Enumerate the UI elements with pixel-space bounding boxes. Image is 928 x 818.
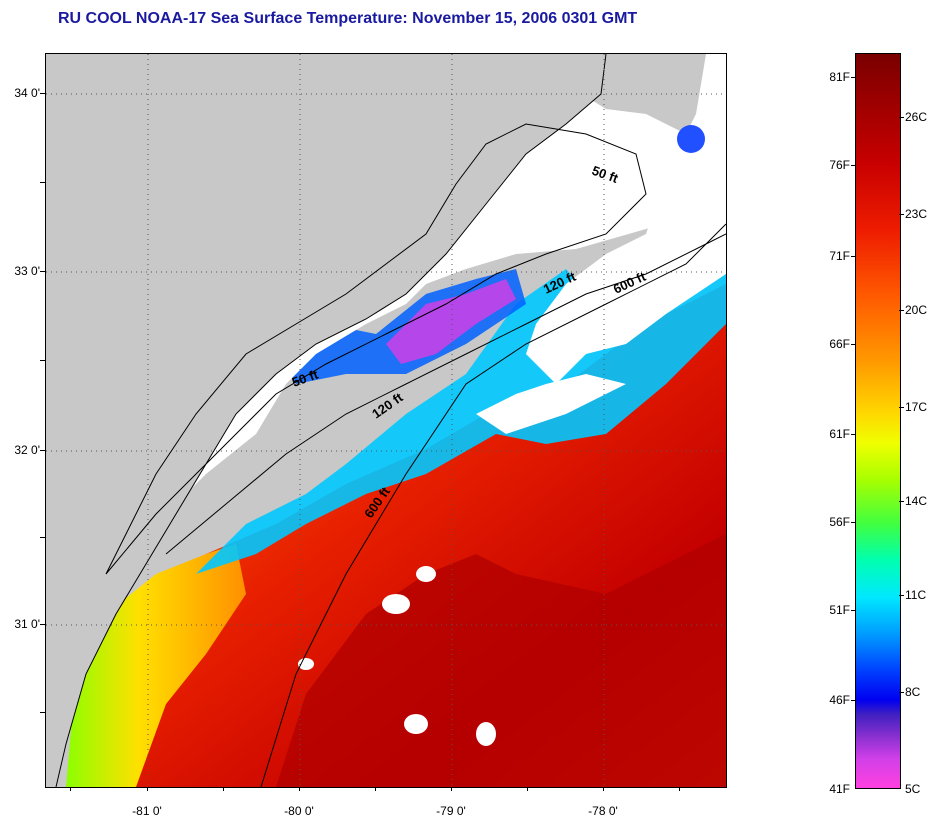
colorbar-tick bbox=[899, 407, 904, 408]
graticule bbox=[46, 54, 726, 787]
lon-tick bbox=[70, 786, 71, 791]
colorbar-tick bbox=[899, 310, 904, 311]
temperature-colorbar bbox=[855, 53, 901, 789]
colorbar-tick bbox=[851, 434, 855, 435]
lat-label-34: 34 0' bbox=[14, 86, 40, 100]
land-mass bbox=[46, 54, 606, 787]
colorbar-f-61: 61F bbox=[829, 427, 850, 441]
lon-label-79: -79 0' bbox=[436, 804, 466, 818]
colorbar-tick bbox=[899, 692, 904, 693]
colorbar-c-17: 17C bbox=[905, 400, 928, 414]
colorbar-c-8: 8C bbox=[905, 685, 921, 699]
colorbar-tick bbox=[851, 344, 855, 345]
lat-tick bbox=[40, 537, 45, 538]
cloud-offshore bbox=[526, 54, 726, 384]
colorbar-c-11: 11C bbox=[905, 588, 927, 602]
colorbar-c-14: 14C bbox=[905, 494, 928, 508]
colorbar-tick bbox=[899, 117, 904, 118]
sst-map-canvas: 50 ft 120 ft 600 ft 50 ft 120 ft 600 ft bbox=[46, 54, 726, 787]
colorbar-f-81: 81F bbox=[829, 70, 850, 84]
cloud-patch bbox=[476, 722, 496, 746]
lat-label-31: 31 0' bbox=[14, 617, 40, 631]
lat-tick bbox=[40, 450, 45, 451]
colorbar-tick bbox=[851, 256, 855, 257]
colorbar-c-20: 20C bbox=[905, 303, 928, 317]
colorbar-tick bbox=[899, 595, 904, 596]
isobath-120ft bbox=[165, 233, 726, 555]
lat-label-32: 32 0' bbox=[14, 443, 40, 457]
contour-label-120ft: 120 ft bbox=[369, 389, 406, 421]
colorbar-f-46: 46F bbox=[829, 693, 850, 707]
sst-map: 50 ft 120 ft 600 ft 50 ft 120 ft 600 ft bbox=[45, 53, 727, 788]
lat-tick bbox=[40, 360, 45, 361]
colorbar-tick bbox=[851, 522, 855, 523]
colorbar-tick bbox=[851, 700, 855, 701]
cold-front-magenta bbox=[386, 279, 516, 364]
lon-label-78: -78 0' bbox=[588, 804, 618, 818]
colorbar-tick bbox=[851, 77, 855, 78]
cloud-patch bbox=[404, 714, 428, 734]
colorbar-tick bbox=[899, 501, 904, 502]
colorbar-c-23: 23C bbox=[905, 207, 928, 221]
coastline bbox=[55, 54, 607, 787]
lat-tick bbox=[40, 182, 45, 183]
cloud-mask bbox=[126, 84, 706, 574]
lon-label-80: -80 0' bbox=[284, 804, 314, 818]
lat-label-33: 33 0' bbox=[14, 264, 40, 278]
colorbar-f-51: 51F bbox=[829, 603, 850, 617]
colorbar-tick bbox=[851, 165, 855, 166]
gulf-stream-core bbox=[276, 534, 726, 787]
lon-tick bbox=[679, 786, 680, 791]
lon-tick bbox=[527, 786, 528, 791]
colorbar-f-41: 41F bbox=[829, 782, 850, 796]
colorbar-f-71: 71F bbox=[829, 249, 850, 263]
colorbar-tick bbox=[899, 214, 904, 215]
isobath-600ft bbox=[260, 223, 726, 787]
lon-tick bbox=[223, 786, 224, 791]
lon-tick bbox=[299, 786, 300, 791]
cloud-patch bbox=[416, 566, 436, 582]
lon-tick bbox=[451, 786, 452, 791]
colorbar-f-76: 76F bbox=[829, 158, 850, 172]
colorbar-c-5: 5C bbox=[905, 782, 921, 796]
lon-tick bbox=[375, 786, 376, 791]
lon-label-81: -81 0' bbox=[132, 804, 162, 818]
map-title: RU COOL NOAA-17 Sea Surface Temperature:… bbox=[58, 10, 638, 27]
lat-tick bbox=[40, 624, 45, 625]
colorbar-tick bbox=[851, 610, 855, 611]
lon-tick bbox=[147, 786, 148, 791]
nearshore-band bbox=[66, 544, 246, 787]
colorbar-c-26: 26C bbox=[905, 110, 928, 124]
lat-tick bbox=[40, 93, 45, 94]
lat-tick bbox=[40, 271, 45, 272]
cloud-patch bbox=[476, 374, 626, 434]
isobath-50ft bbox=[105, 123, 647, 575]
colorbar-f-66: 66F bbox=[829, 337, 850, 351]
lat-tick bbox=[40, 712, 45, 713]
cloud-patch bbox=[382, 594, 410, 614]
colorbar-f-56: 56F bbox=[829, 515, 850, 529]
lon-tick bbox=[603, 786, 604, 791]
cold-patch bbox=[677, 125, 705, 153]
